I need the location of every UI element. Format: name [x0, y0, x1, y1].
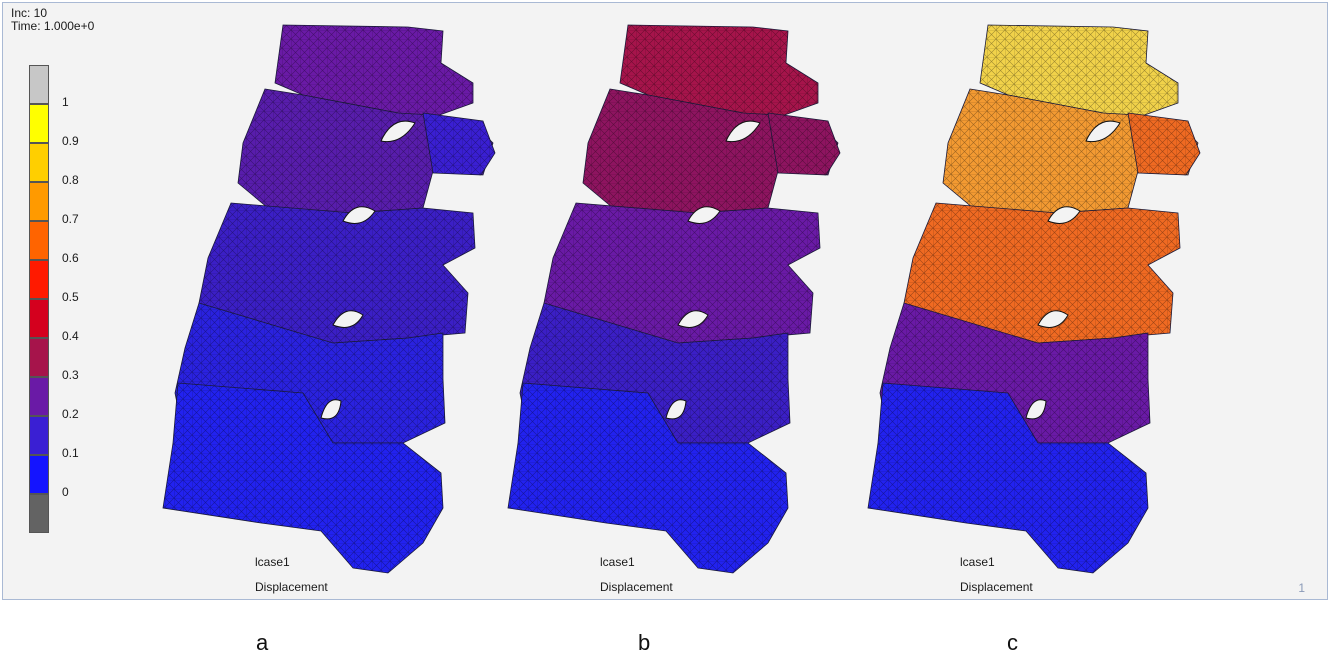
legend-swatch — [29, 416, 49, 455]
mesh-overlay — [275, 25, 473, 121]
foramen-hole — [725, 120, 761, 143]
foramen-hole — [1085, 120, 1121, 143]
legend-swatch — [29, 377, 49, 416]
legend-swatch — [29, 338, 49, 377]
mesh-overlay — [199, 203, 475, 343]
legend-tick-label: 0.7 — [62, 212, 79, 226]
mesh-overlay — [980, 25, 1178, 121]
legend-swatch — [29, 299, 49, 338]
legend-tick-label: 0 — [62, 485, 69, 499]
quantity-label: Displacement — [600, 580, 673, 594]
panel-letter: a — [256, 630, 269, 655]
legend-tick-label: 0.1 — [62, 446, 79, 460]
legend-tick-label: 0.6 — [62, 251, 79, 265]
time-label: Time: 1.000e+0 — [11, 20, 95, 33]
foramen-hole — [1037, 310, 1069, 328]
mesh-overlay — [1128, 113, 1200, 175]
quantity-label: Displacement — [255, 580, 328, 594]
frame-number: 1 — [1298, 581, 1305, 595]
increment-label: Inc: 10 — [11, 6, 48, 20]
load-case-label: lcase1 — [960, 555, 995, 569]
foramen-hole — [320, 399, 342, 420]
legend-tick-label: 0.2 — [62, 407, 79, 421]
foramen-hole — [380, 120, 416, 143]
legend-swatch — [29, 182, 49, 221]
panel-letter: b — [638, 630, 651, 655]
legend-tick-label: 0.4 — [62, 329, 79, 343]
mesh-overlay — [868, 383, 1148, 573]
mesh-overlay — [768, 113, 840, 175]
mesh-overlay — [163, 383, 443, 573]
legend-swatch — [29, 455, 49, 494]
foramen-hole — [665, 399, 687, 420]
load-case-label: lcase1 — [600, 555, 635, 569]
legend-tick-label: 0.9 — [62, 134, 79, 148]
foramen-hole — [342, 206, 376, 224]
mesh-overlay — [620, 25, 818, 121]
legend-swatch — [29, 104, 49, 143]
legend-swatch — [29, 143, 49, 182]
panel-letter: c — [1007, 630, 1018, 655]
legend-swatch — [29, 494, 49, 533]
quantity-label: Displacement — [960, 580, 1033, 594]
mesh-overlay — [508, 383, 788, 573]
foramen-hole — [1047, 206, 1081, 224]
spine-model-a — [162, 24, 496, 574]
fe-viewport: Inc: 10 Time: 1.000e+0 1 0.9 0.8 0.7 0.6 0.5 0… — [2, 2, 1328, 600]
foramen-hole — [332, 310, 364, 328]
foramen-hole — [1025, 399, 1047, 420]
foramen-hole — [677, 310, 709, 328]
legend-tick-label: 1 — [62, 95, 69, 109]
mesh-overlay — [423, 113, 495, 175]
spine-model-b — [507, 24, 841, 574]
legend-swatch — [29, 221, 49, 260]
legend-swatch — [29, 260, 49, 299]
mesh-overlay — [544, 203, 820, 343]
load-case-label: lcase1 — [255, 555, 290, 569]
legend-tick-label: 0.8 — [62, 173, 79, 187]
spine-models — [162, 24, 1201, 574]
spine-model-c — [867, 24, 1201, 574]
legend-tick-label: 0.5 — [62, 290, 79, 304]
foramen-hole — [687, 206, 721, 224]
legend-swatch — [29, 65, 49, 104]
legend-tick-label: 0.3 — [62, 368, 79, 382]
mesh-overlay — [904, 203, 1180, 343]
